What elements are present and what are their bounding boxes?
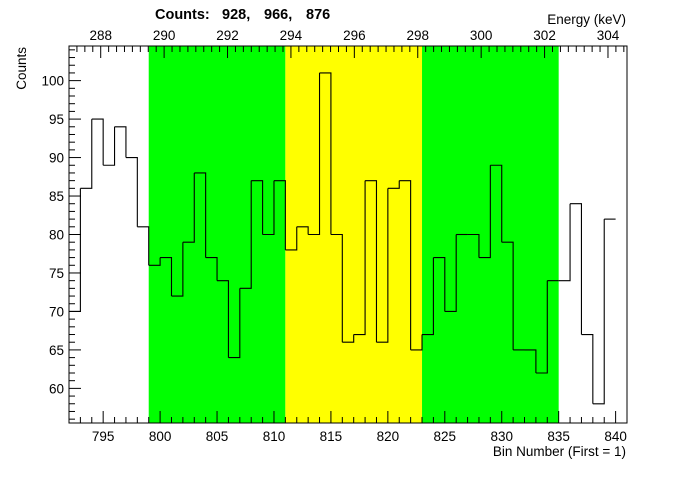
histogram-bin: [592, 219, 605, 405]
histogram-layer: [69, 72, 616, 405]
histogram-bin: [558, 203, 571, 282]
bottom-tick-label: 795: [92, 429, 115, 444]
histogram-bin: [217, 280, 229, 358]
top-tick-label: 290: [153, 28, 176, 43]
histogram-bin: [205, 257, 218, 281]
histogram-bin: [524, 349, 537, 373]
bottom-tick-label: 840: [604, 429, 627, 444]
histogram-bin: [376, 188, 389, 343]
histogram-bin: [501, 241, 514, 350]
histogram-bin: [285, 226, 298, 251]
histogram-bin: [160, 257, 173, 297]
histogram-bin: [137, 226, 150, 266]
histogram-bin: [353, 180, 366, 336]
top-tick-label: 300: [470, 28, 493, 43]
histogram-bin: [387, 180, 400, 189]
bottom-tick-label: 810: [263, 429, 286, 444]
histogram-bin: [444, 234, 457, 312]
axes-layer: 795 800 805 810 815 820 825 830 835 840 288 290 292 2…: [41, 28, 628, 444]
bottom-tick-label: 830: [490, 429, 513, 444]
y-tick-label: 90: [49, 151, 64, 166]
histogram-bin: [171, 242, 184, 297]
top-tick-label: 294: [280, 28, 303, 43]
counts-label: Counts:: [155, 7, 210, 23]
histogram-bin: [148, 257, 161, 266]
bottom-tick-label: 820: [377, 429, 400, 444]
region-peak: [285, 46, 423, 423]
histogram-bin: [490, 164, 503, 243]
y-tick-label: 100: [41, 74, 64, 89]
histogram-bin: [342, 334, 355, 343]
histogram-bin: [535, 280, 548, 374]
y-tick-label: 70: [49, 304, 64, 319]
top-tick-label: 304: [597, 28, 620, 43]
histogram-bin: [433, 257, 446, 312]
top-tick-label: 296: [343, 28, 366, 43]
histogram-bin: [125, 157, 138, 227]
histogram-bin: [570, 203, 582, 335]
histogram-bin: [365, 180, 378, 343]
histogram-bin: [273, 180, 286, 250]
bottom-axis-title: Bin Number (First = 1): [493, 444, 626, 459]
y-tick-label: 75: [49, 266, 64, 281]
histogram-bin: [422, 257, 434, 336]
histogram-bin: [228, 288, 241, 359]
histogram-bin: [330, 233, 343, 343]
top-tick-label: 288: [89, 28, 112, 43]
counts-value: 966,: [264, 7, 292, 23]
histogram-bin: [251, 180, 264, 235]
top-tick-label: 298: [406, 28, 429, 43]
histogram-bin: [80, 119, 93, 189]
y-tick-label: 80: [49, 228, 64, 243]
bottom-tick-label: 815: [320, 429, 343, 444]
histogram-bin: [103, 126, 116, 166]
histogram-bin: [296, 226, 309, 235]
y-tick-label: 60: [49, 381, 64, 396]
bottom-tick-label: 825: [434, 429, 457, 444]
histogram-bin: [399, 180, 412, 350]
histogram-bin: [114, 126, 127, 158]
top-tick-label: 292: [216, 28, 239, 43]
regions-layer: [148, 46, 559, 423]
counts-value: 928,: [222, 7, 250, 23]
top-axis-title: Energy (keV): [547, 12, 626, 27]
histogram-bin: [91, 118, 104, 166]
bottom-tick-label: 800: [149, 429, 172, 444]
histogram-bin: [319, 72, 332, 235]
histogram-bin: [467, 233, 480, 258]
y-tick-label: 65: [49, 343, 64, 358]
histogram-bin: [410, 334, 423, 351]
histogram-bin: [262, 180, 275, 236]
y-axis-title: Counts: [14, 47, 29, 90]
y-tick-label: 95: [49, 112, 64, 127]
y-tick-label: 85: [49, 189, 64, 204]
histogram-bin: [194, 172, 207, 258]
top-tick-label: 302: [533, 28, 556, 43]
bottom-tick-label: 835: [547, 429, 570, 444]
histogram-bin: [478, 165, 491, 259]
histogram-bin: [308, 72, 321, 236]
bottom-tick-label: 805: [206, 429, 229, 444]
histogram-bin: [581, 333, 594, 404]
histogram-bin: [239, 180, 252, 289]
counts-value: 876: [306, 7, 330, 23]
histogram-bin: [182, 172, 195, 243]
